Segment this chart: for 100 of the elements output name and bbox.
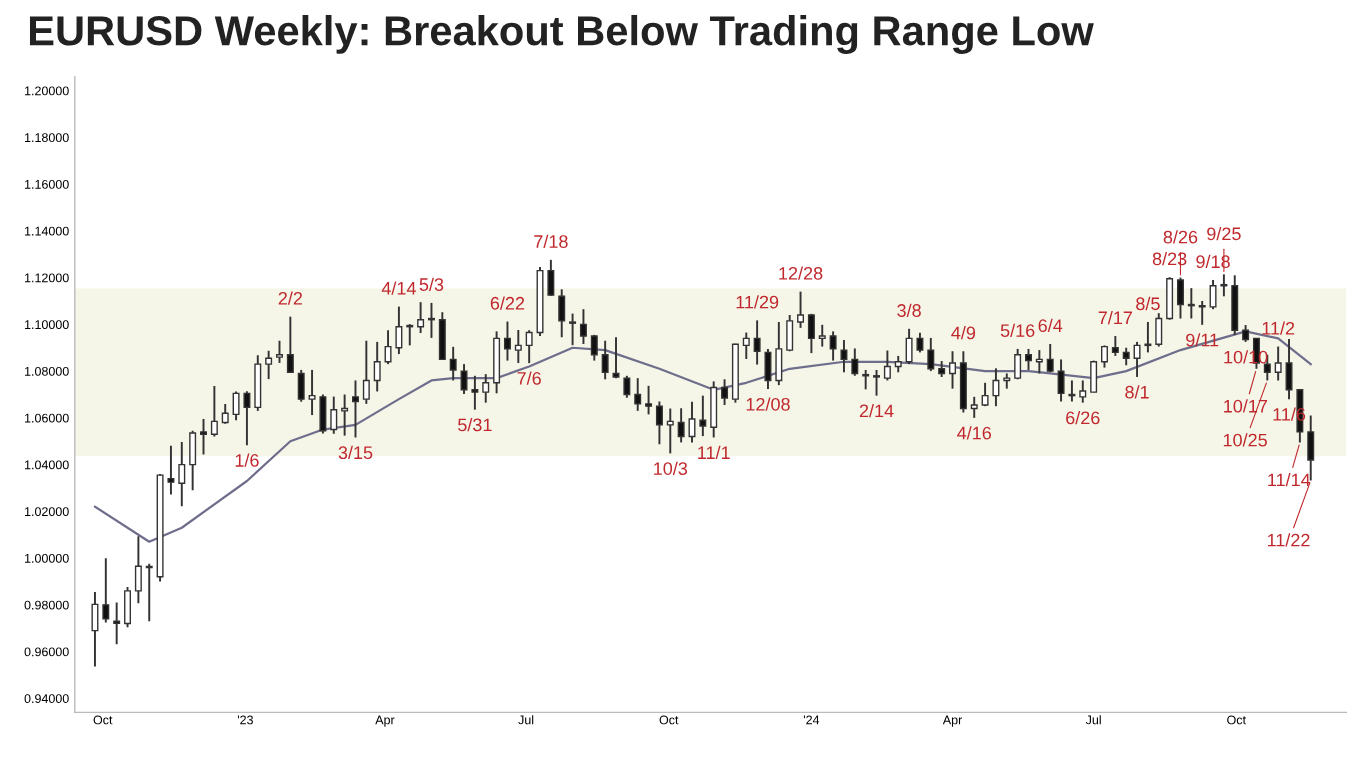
- candlestick: [1274, 345, 1282, 382]
- candlestick: [645, 384, 653, 416]
- candlestick: [362, 339, 370, 405]
- annotation: 12/08: [746, 397, 790, 411]
- candlestick: [579, 308, 587, 345]
- candlestick: [742, 331, 750, 360]
- annotation: 5/16: [1000, 323, 1035, 338]
- annotation: 12/28: [779, 266, 823, 280]
- candlestick: [1100, 344, 1108, 369]
- candlestick: [569, 312, 577, 347]
- annotation: 4/9: [951, 326, 976, 340]
- candlestick: [297, 368, 305, 403]
- annotation: 11/1: [698, 445, 730, 460]
- candlestick: [1231, 274, 1239, 336]
- candlestick: [558, 288, 566, 339]
- candlestick: [373, 340, 381, 393]
- candlestick: [807, 312, 815, 355]
- candlestick: [341, 393, 349, 437]
- annotation: 7/6: [517, 371, 541, 385]
- annotation: 11/2: [1262, 321, 1295, 335]
- annotation: 10/25: [1223, 433, 1267, 447]
- annotation: 11/29: [736, 295, 779, 309]
- candlestick: [818, 323, 826, 348]
- annotation: 3/15: [338, 445, 373, 460]
- candlestick: [1155, 312, 1163, 348]
- chart-title: EURUSD Weekly: Breakout Below Trading Range Low: [29, 14, 1094, 54]
- candlestick: [1166, 276, 1174, 321]
- annotation: 2/2: [278, 291, 302, 305]
- candlestick: [710, 380, 718, 439]
- candlestick: [286, 315, 294, 374]
- annotation: 2/14: [859, 403, 894, 418]
- candlestick: [623, 374, 631, 399]
- candlestick: [525, 329, 533, 365]
- candlestick: [330, 395, 338, 435]
- candlestick: [1111, 335, 1119, 357]
- candlestick: [351, 379, 359, 439]
- candlestick: [221, 403, 229, 425]
- candlestick: [493, 330, 501, 395]
- candlestick: [927, 336, 935, 373]
- annotation: 5/31: [458, 418, 492, 432]
- candlestick: [655, 400, 663, 446]
- candlestick: [1090, 359, 1098, 394]
- candlestick: [482, 373, 490, 404]
- candlestick: [775, 321, 783, 387]
- annotation: 5/3: [419, 277, 444, 291]
- candlestick: [666, 407, 674, 455]
- candlestick: [514, 329, 522, 364]
- candlestick: [786, 314, 794, 353]
- candlestick: [1307, 414, 1315, 482]
- candlestick: [1176, 276, 1184, 320]
- candlestick: [721, 378, 729, 406]
- annotation: 10/3: [654, 461, 688, 475]
- annotation: 6/26: [1066, 411, 1100, 425]
- candlestick: [797, 290, 805, 329]
- candlestick: [145, 562, 153, 623]
- candlestick: [189, 429, 197, 492]
- annotation: 3/8: [897, 303, 921, 317]
- annotation: 7/17: [1098, 310, 1133, 325]
- candlestick: [124, 586, 132, 629]
- candlestick: [102, 557, 110, 624]
- candlestick: [134, 535, 142, 605]
- candlestick: [276, 339, 283, 364]
- candlestick: [503, 320, 511, 362]
- candlestick: [1025, 347, 1032, 371]
- candlestick: [634, 377, 642, 412]
- annotation: 9/25: [1207, 226, 1241, 241]
- candlestick: [178, 440, 186, 508]
- annotation: 8/26: [1163, 230, 1198, 244]
- candlestick: [449, 345, 457, 382]
- candlestick: [1046, 343, 1054, 374]
- candlestick: [959, 350, 967, 414]
- candlestick: [265, 349, 273, 381]
- annotation: 9/11: [1186, 333, 1219, 347]
- annotation: 6/22: [490, 296, 525, 310]
- annotation: 11/14: [1268, 472, 1311, 487]
- annotation: 6/4: [1038, 318, 1063, 333]
- annotation: 1/6: [235, 453, 259, 467]
- candlestick: [764, 347, 772, 391]
- candlestick: [601, 339, 609, 381]
- annotation: 7/18: [534, 234, 568, 248]
- candlestick: [949, 350, 957, 390]
- candlestick: [210, 385, 218, 438]
- candlestick: [590, 333, 598, 362]
- candlestick: [677, 407, 685, 444]
- candlestick: [883, 349, 891, 382]
- candlestick: [612, 336, 620, 380]
- candlestick: [417, 301, 425, 334]
- candlestick: [254, 354, 262, 412]
- candlestick: [1198, 300, 1206, 326]
- annotation: 4/16: [957, 426, 991, 440]
- candlestick: [873, 368, 881, 397]
- candlestick: [438, 311, 446, 361]
- candlestick: [851, 347, 859, 377]
- candlestick: [113, 601, 121, 646]
- annotation: 8/1: [1125, 385, 1149, 399]
- candlestick: [1057, 358, 1065, 403]
- annotation: 4/14: [381, 281, 416, 295]
- candlestick: [699, 394, 707, 438]
- annotation: 8/5: [1136, 296, 1160, 311]
- annotation: 11/22: [1267, 533, 1310, 547]
